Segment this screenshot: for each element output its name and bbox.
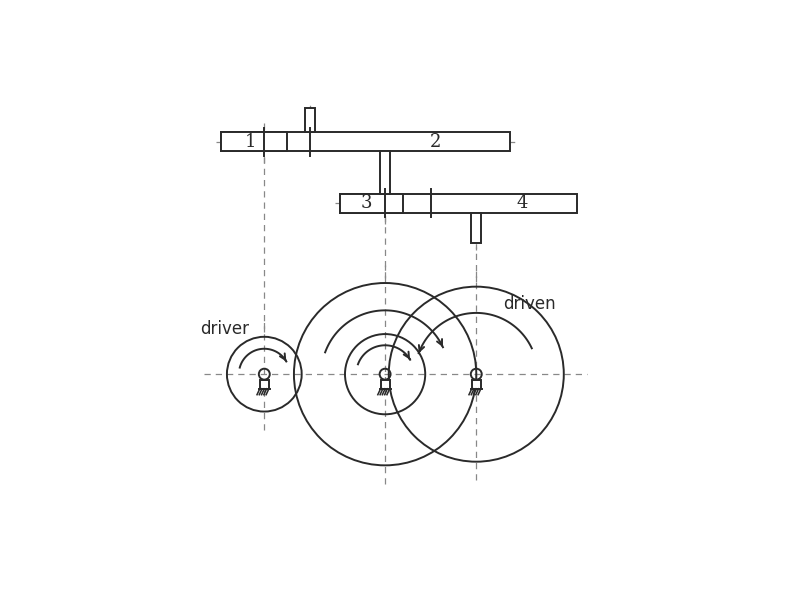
Bar [471, 379, 481, 389]
Bar [339, 194, 577, 213]
Bar [221, 132, 287, 152]
Text: 4: 4 [516, 194, 527, 213]
Bar [339, 194, 404, 213]
Text: driver: driver [201, 320, 249, 337]
Text: 3: 3 [360, 194, 371, 213]
Bar [260, 379, 269, 389]
Text: 1: 1 [245, 133, 257, 151]
Text: driven: driven [504, 294, 556, 313]
Bar [381, 379, 390, 389]
Bar [471, 213, 482, 243]
Bar [305, 108, 315, 132]
Bar [221, 132, 511, 152]
Bar [380, 152, 390, 194]
Text: 2: 2 [430, 133, 441, 151]
